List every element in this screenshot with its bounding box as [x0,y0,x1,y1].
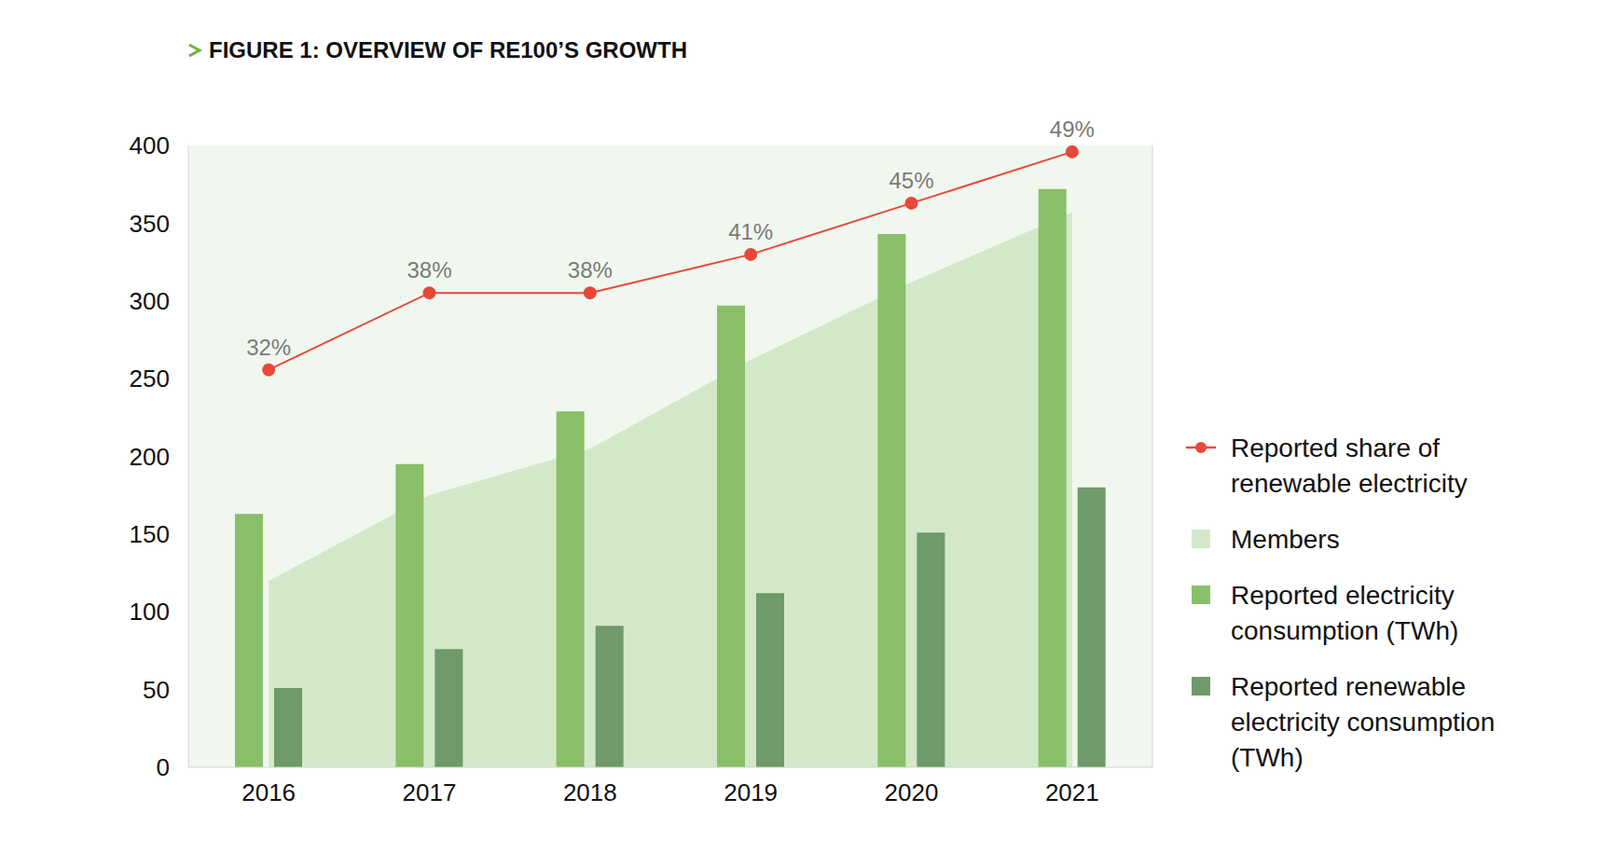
svg-text:0: 0 [156,753,170,782]
svg-text:300: 300 [129,287,170,316]
svg-text:41%: 41% [728,219,773,245]
svg-text:2018: 2018 [563,778,618,807]
html-text:Reported renewable electricity: Reported renewable electricity consumpti… [1230,672,1495,773]
html-text:Reported share of renewable el: Reported share of renewable electricity [1230,433,1468,498]
svg-text:2021: 2021 [1045,778,1100,807]
svg-text:400: 400 [129,131,170,160]
svg-text:100: 100 [129,597,170,626]
svg-text:45%: 45% [888,167,934,194]
svg-text:2020: 2020 [884,778,939,807]
svg-text:32%: 32% [246,334,291,360]
svg-text:38%: 38% [567,257,613,283]
svg-text:50: 50 [142,675,170,704]
html-text:Reported electricity consumpti: Reported electricity consumption (TWh) [1230,580,1459,646]
svg-text:350: 350 [129,209,170,238]
html-text:FIGURE 1: OVERVIEW OF RE100’S: FIGURE 1: OVERVIEW OF RE100’S GROWTH [208,37,688,63]
svg-text:38%: 38% [406,257,452,283]
svg-text:2016: 2016 [241,778,296,807]
svg-text:250: 250 [129,364,170,393]
svg-text:2017: 2017 [402,778,457,807]
svg-text:200: 200 [129,442,170,471]
html-text:Members: Members [1230,524,1340,554]
svg-text:150: 150 [129,520,170,549]
svg-text:2019: 2019 [723,778,778,807]
svg-text:49%: 49% [1049,116,1095,142]
